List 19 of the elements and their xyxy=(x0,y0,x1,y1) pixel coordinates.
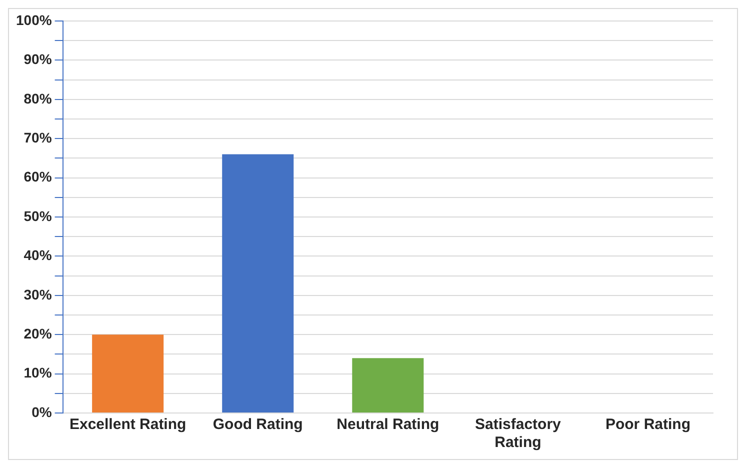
y-tick-label: 80% xyxy=(24,90,52,106)
bar xyxy=(92,334,164,412)
y-tick-label: 100% xyxy=(16,12,52,28)
x-tick-label: Neutral Rating xyxy=(336,416,440,434)
y-tick-label: 20% xyxy=(24,325,52,342)
y-tick-label: 90% xyxy=(24,51,52,68)
x-tick-label: Good Rating xyxy=(212,416,303,434)
y-tick-label: 40% xyxy=(24,247,52,264)
y-tick-label: 70% xyxy=(24,129,52,146)
bar xyxy=(222,154,294,412)
x-tick-label: Satisfactory Rating xyxy=(475,416,562,452)
bar xyxy=(352,358,424,412)
x-tick-label: Excellent Rating xyxy=(69,416,186,434)
y-tick-label: 10% xyxy=(24,364,52,381)
y-tick-label: 50% xyxy=(24,208,52,224)
y-tick-label: 30% xyxy=(24,286,52,302)
x-tick-label: Poor Rating xyxy=(605,416,690,434)
y-tick-label: 60% xyxy=(24,168,52,185)
y-tick-label: 0% xyxy=(32,404,52,420)
